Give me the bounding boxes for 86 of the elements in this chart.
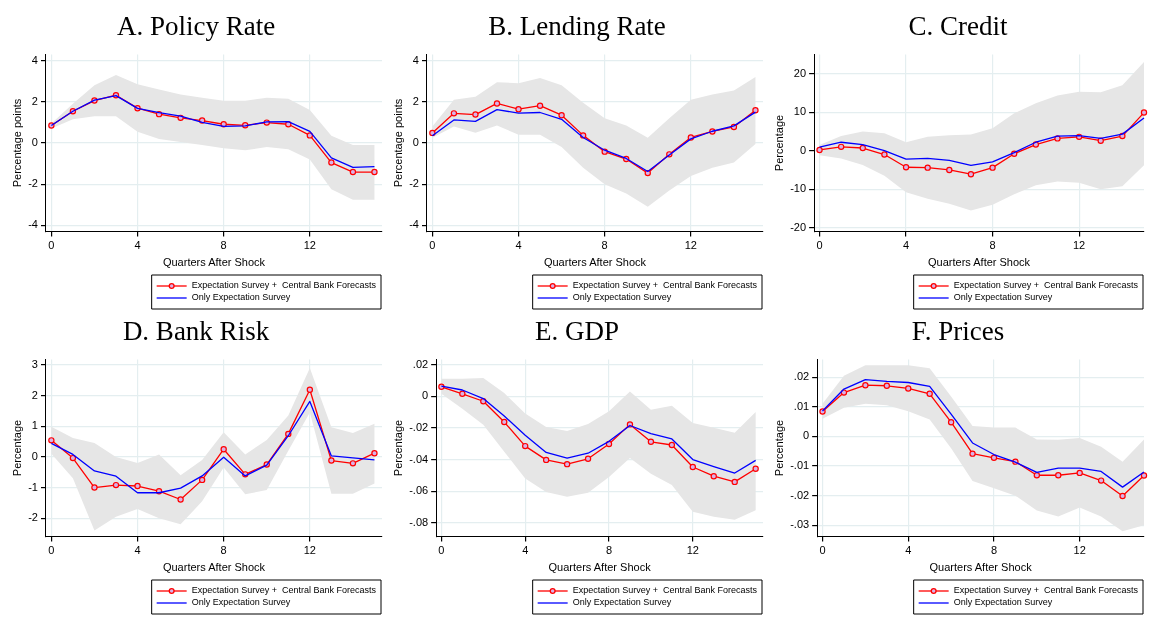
x-tick-label: 4 bbox=[522, 544, 529, 557]
y-tick-label: -.01 bbox=[790, 459, 810, 472]
y-tick-label: 2 bbox=[31, 94, 38, 107]
y-tick-label: -.04 bbox=[409, 452, 429, 465]
legend-label: Only Expectation Survey bbox=[572, 597, 672, 608]
y-tick-label: 0 bbox=[412, 136, 419, 149]
y-tick-label: -20 bbox=[790, 220, 807, 233]
chart-title: B. Lending Rate bbox=[488, 11, 666, 42]
chart-title: C. Credit bbox=[908, 11, 1008, 42]
x-axis-title: Quarters After Shock bbox=[929, 561, 1033, 574]
y-axis-title: Percentage points bbox=[391, 98, 404, 188]
y-axis-title: Percentage bbox=[772, 114, 785, 172]
x-axis-title: Quarters After Shock bbox=[548, 561, 652, 574]
y-tick-label: -10 bbox=[790, 182, 807, 195]
legend-label: Only Expectation Survey bbox=[191, 292, 291, 303]
chart-title: E. GDP bbox=[534, 316, 620, 347]
y-tick-label: -4 bbox=[409, 218, 419, 231]
x-tick-label: 12 bbox=[303, 239, 316, 252]
x-tick-label: 8 bbox=[990, 544, 998, 557]
y-tick-label: 1 bbox=[31, 419, 38, 432]
y-tick-label: 4 bbox=[31, 53, 38, 66]
x-tick-label: 4 bbox=[134, 544, 141, 557]
x-tick-label: 0 bbox=[816, 239, 823, 252]
y-tick-label: 0 bbox=[31, 449, 38, 462]
y-axis-title: Percentage points bbox=[10, 98, 23, 188]
legend-label: Only Expectation Survey bbox=[572, 292, 672, 303]
y-tick-label: -.02 bbox=[409, 420, 429, 433]
x-axis-title: Quarters After Shock bbox=[927, 256, 1031, 269]
x-tick-label: 8 bbox=[989, 239, 996, 252]
y-tick-label: 20 bbox=[793, 66, 807, 79]
y-tick-label: -2 bbox=[28, 511, 38, 524]
y-axis-title: Percentage bbox=[391, 419, 404, 477]
x-tick-label: 0 bbox=[48, 544, 55, 557]
x-tick-label: 4 bbox=[515, 239, 522, 252]
x-axis-title: Quarters After Shock bbox=[162, 561, 266, 574]
x-tick-label: 8 bbox=[605, 544, 613, 557]
x-tick-label: 8 bbox=[220, 544, 227, 557]
legend-label: Only Expectation Survey bbox=[953, 292, 1053, 303]
y-tick-label: 0 bbox=[799, 143, 807, 156]
y-axis-title: Percentage bbox=[10, 419, 23, 477]
x-tick-label: 12 bbox=[1072, 239, 1086, 252]
x-axis-title: Quarters After Shock bbox=[162, 256, 266, 269]
x-tick-label: 4 bbox=[905, 544, 912, 557]
y-tick-label: 10 bbox=[793, 105, 807, 118]
x-tick-label: 12 bbox=[684, 239, 697, 252]
y-tick-label: -1 bbox=[28, 480, 38, 493]
y-tick-label: 0 bbox=[31, 136, 38, 149]
legend-label: Expectation Survey + Central Bank Forecasts bbox=[572, 585, 758, 596]
chart-title: A. Policy Rate bbox=[116, 11, 276, 42]
x-tick-label: 0 bbox=[819, 544, 826, 557]
y-tick-label: .01 bbox=[793, 399, 810, 412]
legend-label: Expectation Survey + Central Bank Forecasts bbox=[572, 280, 758, 291]
y-tick-label: 3 bbox=[31, 357, 38, 370]
y-tick-label: 2 bbox=[31, 388, 38, 401]
x-axis-title: Quarters After Shock bbox=[543, 256, 647, 269]
y-tick-label: -.02 bbox=[790, 488, 810, 501]
x-tick-label: 12 bbox=[303, 544, 316, 557]
x-tick-label: 0 bbox=[438, 544, 445, 557]
legend-label: Only Expectation Survey bbox=[953, 597, 1053, 608]
x-tick-label: 4 bbox=[902, 239, 910, 252]
y-tick-label: 0 bbox=[803, 429, 810, 442]
chart-title: D. Bank Risk bbox=[122, 316, 270, 347]
x-tick-label: 0 bbox=[48, 239, 55, 252]
y-tick-label: -.03 bbox=[790, 518, 810, 531]
y-tick-label: -.06 bbox=[409, 484, 429, 497]
x-tick-label: 4 bbox=[134, 239, 141, 252]
y-axis-title: Percentage bbox=[772, 419, 785, 477]
y-tick-label: .02 bbox=[412, 357, 429, 370]
y-tick-label: -2 bbox=[409, 177, 419, 190]
legend-label: Expectation Survey + Central Bank Forecasts bbox=[953, 585, 1139, 596]
legend-label: Expectation Survey + Central Bank Forecasts bbox=[191, 280, 377, 291]
legend-label: Expectation Survey + Central Bank Forecasts bbox=[953, 280, 1139, 291]
chart-title: F. Prices bbox=[911, 316, 1005, 347]
y-tick-label: 2 bbox=[412, 94, 419, 107]
y-tick-label: 4 bbox=[412, 53, 419, 66]
x-tick-label: 8 bbox=[601, 239, 608, 252]
x-tick-label: 8 bbox=[220, 239, 227, 252]
y-tick-label: -.08 bbox=[409, 516, 429, 528]
y-tick-label: .02 bbox=[793, 370, 810, 383]
y-tick-label: -4 bbox=[28, 218, 38, 231]
x-tick-label: 12 bbox=[1073, 544, 1086, 557]
y-tick-label: -2 bbox=[28, 177, 38, 190]
y-tick-label: 0 bbox=[422, 389, 429, 402]
x-tick-label: 12 bbox=[686, 544, 699, 557]
legend-label: Only Expectation Survey bbox=[191, 597, 291, 608]
legend-label: Expectation Survey + Central Bank Forecasts bbox=[191, 585, 377, 596]
